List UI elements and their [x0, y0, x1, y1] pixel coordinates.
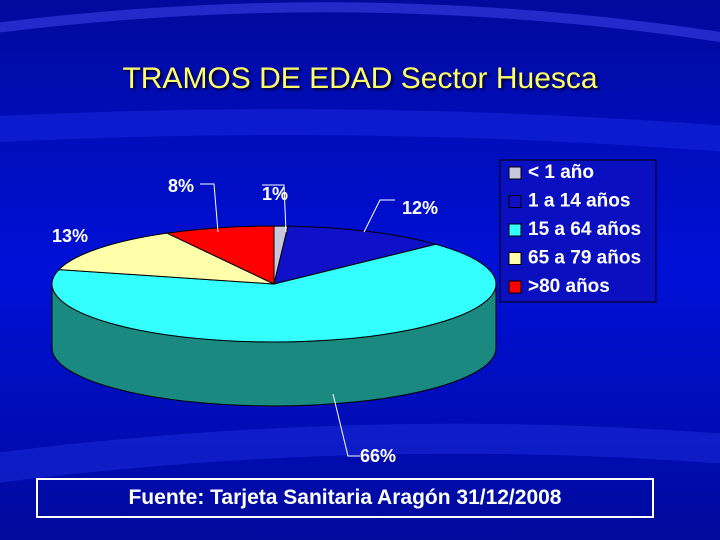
pie-labels: 1% 12% 66% 13% 8% [52, 176, 438, 466]
legend-label-4: >80 años [528, 276, 610, 297]
legend-box [499, 159, 657, 303]
leader-line-4 [200, 183, 219, 233]
pie-slice-4 [165, 225, 275, 285]
pie-slice-2 [51, 243, 497, 343]
legend-swatch-0 [508, 166, 522, 180]
legend-swatch-3 [508, 252, 522, 265]
legend-label-1: 1 a 14 años [528, 191, 630, 212]
pie-slice-3 [57, 232, 275, 285]
legend-swatch-4 [508, 280, 522, 294]
pie-slice-1 [273, 225, 438, 285]
slice-label-1: 12% [402, 198, 438, 218]
legend-label-0: < 1 año [528, 162, 594, 183]
leader-line-0 [262, 184, 287, 233]
legend-swatch-2 [508, 223, 522, 237]
slice-label-4: 8% [168, 176, 194, 196]
slice-label-2: 66% [360, 446, 396, 466]
legend-label-2: 15 a 64 años [528, 219, 641, 240]
slice-label-0: 1% [262, 184, 288, 204]
leader-line-1 [363, 199, 395, 233]
slice-label-3: 13% [52, 226, 88, 246]
pie-slices [51, 225, 497, 343]
leader-line-2 [332, 393, 360, 457]
source-note: Fuente: Tarjeta Sanitaria Aragón 31/12/2… [36, 478, 654, 518]
chart-title: TRAMOS DE EDAD Sector Huesca [122, 62, 598, 95]
legend-swatch-1 [508, 195, 522, 208]
legend-label-3: 65 a 79 años [528, 248, 641, 269]
leader-lines [200, 183, 395, 457]
legend: < 1 año 1 a 14 años 15 a 64 años 65 a 79 añ… [499, 159, 657, 303]
